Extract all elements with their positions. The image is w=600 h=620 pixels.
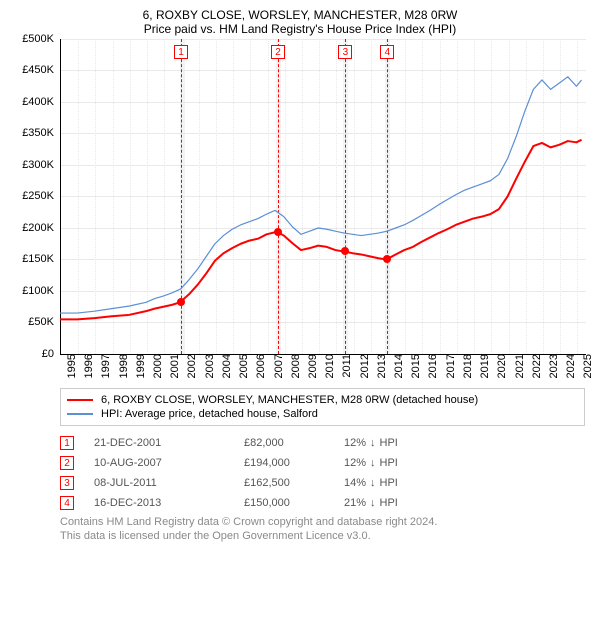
transaction-vs-hpi: 12% ↓ HPI <box>344 437 398 449</box>
series-line <box>60 77 582 313</box>
down-arrow-icon: ↓ <box>370 477 376 489</box>
transaction-pct: 12% <box>344 437 366 449</box>
transaction-date: 08-JUL-2011 <box>94 477 244 489</box>
legend-swatch <box>67 399 93 401</box>
y-axis-label: £250K <box>22 190 60 202</box>
down-arrow-icon: ↓ <box>370 437 376 449</box>
x-axis-label: 1997 <box>94 354 112 378</box>
transactions-table: 121-DEC-2001£82,00012%↓HPI210-AUG-2007£1… <box>60 436 585 510</box>
legend-swatch <box>67 413 93 415</box>
transaction-index: 4 <box>60 496 74 510</box>
x-axis-label: 2006 <box>249 354 267 378</box>
transaction-row: 4 16-DEC-2013£150,00021% ↓ HPI <box>60 496 585 510</box>
x-axis-label: 2025 <box>576 354 594 378</box>
transaction-vs-hpi: 21% ↓ HPI <box>344 497 398 509</box>
y-axis-label: £500K <box>22 33 60 45</box>
chart-subtitle: Price paid vs. HM Land Registry's House … <box>10 22 590 36</box>
transaction-index: 2 <box>60 456 74 470</box>
hpi-label: HPI <box>380 477 398 489</box>
transaction-pct: 12% <box>344 457 366 469</box>
transaction-index: 3 <box>60 476 74 490</box>
down-arrow-icon: ↓ <box>370 457 376 469</box>
y-axis-label: £450K <box>22 64 60 76</box>
x-axis-label: 2024 <box>559 354 577 378</box>
x-axis-label: 2003 <box>198 354 216 378</box>
x-axis-label: 2021 <box>508 354 526 378</box>
transaction-index: 1 <box>60 436 74 450</box>
legend-label: 6, ROXBY CLOSE, WORSLEY, MANCHESTER, M28… <box>101 393 478 407</box>
x-axis-label: 2007 <box>267 354 285 378</box>
y-axis-label: £300K <box>22 159 60 171</box>
x-axis-label: 1999 <box>129 354 147 378</box>
x-axis-label: 2013 <box>370 354 388 378</box>
x-axis-label: 2009 <box>301 354 319 378</box>
y-axis-label: £150K <box>22 253 60 265</box>
x-axis-label: 2015 <box>404 354 422 378</box>
transaction-pct: 21% <box>344 497 366 509</box>
transaction-price: £194,000 <box>244 457 344 469</box>
transaction-price: £150,000 <box>244 497 344 509</box>
legend-item: HPI: Average price, detached house, Salf… <box>67 407 578 421</box>
transaction-row: 2 10-AUG-2007£194,00012% ↓ HPI <box>60 456 585 470</box>
transaction-date: 10-AUG-2007 <box>94 457 244 469</box>
transaction-vs-hpi: 14% ↓ HPI <box>344 477 398 489</box>
hpi-label: HPI <box>380 497 398 509</box>
x-axis-label: 2012 <box>353 354 371 378</box>
x-axis-label: 2004 <box>215 354 233 378</box>
x-axis-label: 2008 <box>284 354 302 378</box>
chart-plot: 1234 £0£50K£100K£150K£200K£250K£300K£350… <box>60 39 585 354</box>
x-axis-label: 2001 <box>163 354 181 378</box>
transaction-row: 3 08-JUL-2011£162,50014% ↓ HPI <box>60 476 585 490</box>
y-axis-label: £50K <box>28 316 60 328</box>
down-arrow-icon: ↓ <box>370 497 376 509</box>
legend: 6, ROXBY CLOSE, WORSLEY, MANCHESTER, M28… <box>60 388 585 427</box>
y-axis-label: £400K <box>22 96 60 108</box>
y-axis-label: £100K <box>22 285 60 297</box>
legend-label: HPI: Average price, detached house, Salf… <box>101 407 318 421</box>
hpi-label: HPI <box>380 457 398 469</box>
x-axis-label: 2005 <box>232 354 250 378</box>
transaction-price: £82,000 <box>244 437 344 449</box>
transaction-pct: 14% <box>344 477 366 489</box>
x-axis-label: 2000 <box>146 354 164 378</box>
transaction-vs-hpi: 12% ↓ HPI <box>344 457 398 469</box>
x-axis-label: 2020 <box>490 354 508 378</box>
footnote-line: Contains HM Land Registry data © Crown c… <box>60 516 585 530</box>
chart-lines-svg <box>60 39 585 354</box>
y-axis-label: £0 <box>42 348 60 360</box>
transaction-date: 21-DEC-2001 <box>94 437 244 449</box>
x-axis-label: 1996 <box>77 354 95 378</box>
transaction-price: £162,500 <box>244 477 344 489</box>
x-axis-label: 2002 <box>180 354 198 378</box>
x-axis-label: 2023 <box>542 354 560 378</box>
y-axis-label: £350K <box>22 127 60 139</box>
legend-item: 6, ROXBY CLOSE, WORSLEY, MANCHESTER, M28… <box>67 393 578 407</box>
x-axis-label: 2019 <box>473 354 491 378</box>
x-axis-label: 2017 <box>439 354 457 378</box>
x-axis-label: 1995 <box>60 354 78 378</box>
x-axis-label: 1998 <box>112 354 130 378</box>
x-axis-label: 2011 <box>335 354 353 378</box>
x-axis-label: 2022 <box>525 354 543 378</box>
transaction-row: 1 21-DEC-2001£82,00012% ↓ HPI <box>60 436 585 450</box>
footnote-line: This data is licensed under the Open Gov… <box>60 530 585 544</box>
chart-title: 6, ROXBY CLOSE, WORSLEY, MANCHESTER, M28… <box>10 8 590 22</box>
y-axis-label: £200K <box>22 222 60 234</box>
chart-container: 6, ROXBY CLOSE, WORSLEY, MANCHESTER, M28… <box>0 0 600 552</box>
transaction-date: 16-DEC-2013 <box>94 497 244 509</box>
x-axis-label: 2010 <box>318 354 336 378</box>
hpi-label: HPI <box>380 437 398 449</box>
footnote: Contains HM Land Registry data © Crown c… <box>60 516 585 544</box>
x-axis-label: 2014 <box>387 354 405 378</box>
x-axis-label: 2018 <box>456 354 474 378</box>
x-axis-label: 2016 <box>421 354 439 378</box>
